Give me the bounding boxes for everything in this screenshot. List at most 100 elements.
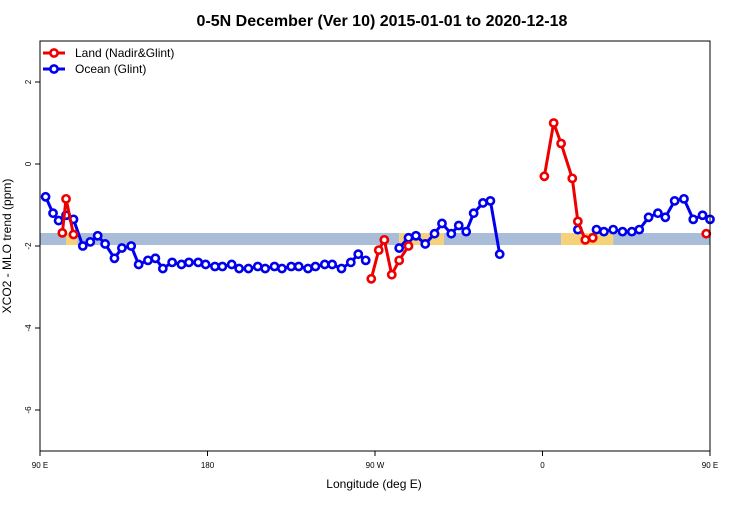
point-ocean-glint-24	[234, 263, 245, 274]
y-tick-label-2: -2	[24, 242, 33, 250]
point-ocean-glint-42	[411, 230, 421, 241]
point-ocean-glint-2	[53, 215, 64, 226]
y-tick-label-0: 2	[24, 79, 33, 84]
point-ocean-glint-34	[319, 259, 330, 270]
point-ocean-glint-28	[269, 261, 280, 272]
point-ocean-glint-37	[345, 257, 356, 268]
point-ocean-glint-22	[217, 261, 228, 272]
series-line-ocean-glint-1	[398, 199, 502, 255]
point-land-nadir-glint-3	[366, 273, 377, 284]
band-segment-6	[613, 233, 710, 246]
point-land-nadir-glint-15	[587, 232, 598, 243]
point-ocean-glint-26	[252, 261, 263, 272]
legend-label-land-nadir-glint: Land (Nadir&Glint)	[75, 46, 174, 60]
legend-label-ocean-glint: Ocean (Glint)	[75, 62, 146, 76]
point-ocean-glint-48	[461, 226, 472, 237]
point-ocean-glint-40	[394, 243, 405, 253]
point-ocean-glint-7	[92, 230, 103, 241]
point-ocean-glint-19	[193, 257, 204, 268]
point-ocean-glint-27	[260, 263, 271, 274]
point-ocean-glint-55	[599, 226, 609, 237]
point-ocean-glint-18	[183, 257, 194, 268]
point-land-nadir-glint-2	[68, 229, 79, 240]
point-ocean-glint-10	[116, 243, 127, 253]
point-ocean-glint-17	[176, 259, 187, 270]
point-ocean-glint-33	[310, 261, 321, 272]
point-ocean-glint-1	[48, 208, 58, 219]
point-ocean-glint-29	[277, 263, 287, 274]
x-tick-label-3: 0	[540, 461, 545, 470]
legend-marker-land-nadir-glint	[49, 48, 59, 58]
y-tick-label-1: 0	[24, 161, 33, 166]
x-axis-label: Longitude (deg E)	[326, 477, 421, 491]
point-ocean-glint-56	[608, 224, 619, 235]
point-ocean-glint-45	[437, 218, 447, 229]
point-ocean-glint-64	[679, 193, 689, 204]
band-segment-4	[443, 233, 562, 246]
point-ocean-glint-63	[669, 195, 680, 206]
point-ocean-glint-21	[210, 261, 220, 272]
y-axis-label: XCO2 - MLO trend (ppm)	[0, 179, 14, 314]
point-ocean-glint-32	[303, 263, 313, 274]
series-line-ocean-glint-0	[44, 196, 367, 271]
point-ocean-glint-11	[126, 241, 137, 251]
point-land-nadir-glint-7	[394, 255, 405, 266]
y-axis: 2 0 -2 -4 -6	[24, 79, 40, 414]
point-land-nadir-glint-16	[701, 228, 712, 239]
x-tick-label-0: 90 E	[32, 461, 48, 470]
point-ocean-glint-8	[100, 239, 111, 249]
x-axis: 90 E 180 90 W 0 90 E	[32, 451, 718, 470]
point-ocean-glint-50	[478, 198, 488, 208]
point-ocean-glint-30	[286, 261, 297, 272]
point-ocean-glint-13	[143, 255, 153, 266]
point-ocean-glint-49	[468, 208, 479, 219]
point-ocean-glint-38	[353, 249, 364, 260]
band-segment-2	[77, 233, 400, 246]
point-land-nadir-glint-12	[567, 173, 578, 184]
point-ocean-glint-66	[697, 210, 708, 221]
point-land-nadir-glint-13	[572, 216, 583, 227]
legend-marker-ocean-glint	[49, 64, 59, 74]
point-ocean-glint-0	[40, 191, 51, 202]
point-ocean-glint-31	[293, 261, 304, 272]
point-ocean-glint-62	[660, 212, 671, 223]
point-land-nadir-glint-5	[379, 234, 390, 245]
point-ocean-glint-14	[150, 253, 161, 264]
point-land-nadir-glint-14	[580, 234, 591, 245]
point-ocean-glint-58	[626, 226, 637, 237]
point-ocean-glint-20	[200, 259, 211, 270]
plot-frame	[39, 40, 711, 452]
point-ocean-glint-5	[77, 241, 88, 251]
point-ocean-glint-52	[494, 249, 505, 260]
y-tick-label-3: -4	[24, 324, 33, 332]
x-tick-label-1: 180	[201, 461, 215, 470]
point-ocean-glint-39	[360, 255, 371, 266]
point-land-nadir-glint-11	[556, 138, 567, 149]
legend: Land (Nadir&Glint) Ocean (Glint)	[43, 46, 174, 76]
point-land-nadir-glint-10	[548, 118, 559, 128]
point-ocean-glint-59	[634, 224, 645, 235]
point-ocean-glint-46	[446, 228, 457, 239]
point-ocean-glint-23	[226, 259, 237, 270]
point-ocean-glint-44	[429, 228, 440, 239]
point-ocean-glint-35	[327, 259, 338, 270]
point-ocean-glint-25	[243, 263, 254, 274]
point-land-nadir-glint-1	[61, 193, 71, 204]
point-ocean-glint-47	[453, 220, 464, 231]
y-tick-label-4: -6	[24, 406, 33, 414]
point-ocean-glint-6	[85, 236, 96, 247]
point-land-nadir-glint-0	[57, 227, 68, 238]
point-ocean-glint-43	[420, 239, 431, 249]
point-ocean-glint-15	[157, 263, 168, 274]
point-ocean-glint-12	[133, 259, 144, 270]
point-ocean-glint-36	[336, 263, 347, 274]
point-ocean-glint-65	[688, 214, 699, 225]
point-ocean-glint-54	[591, 224, 602, 235]
point-ocean-glint-61	[652, 208, 663, 219]
chart-title: 0-5N December (Ver 10) 2015-01-01 to 202…	[197, 13, 568, 30]
series-layer	[40, 118, 715, 284]
point-land-nadir-glint-8	[403, 241, 414, 251]
x-tick-label-4: 90 E	[702, 461, 718, 470]
